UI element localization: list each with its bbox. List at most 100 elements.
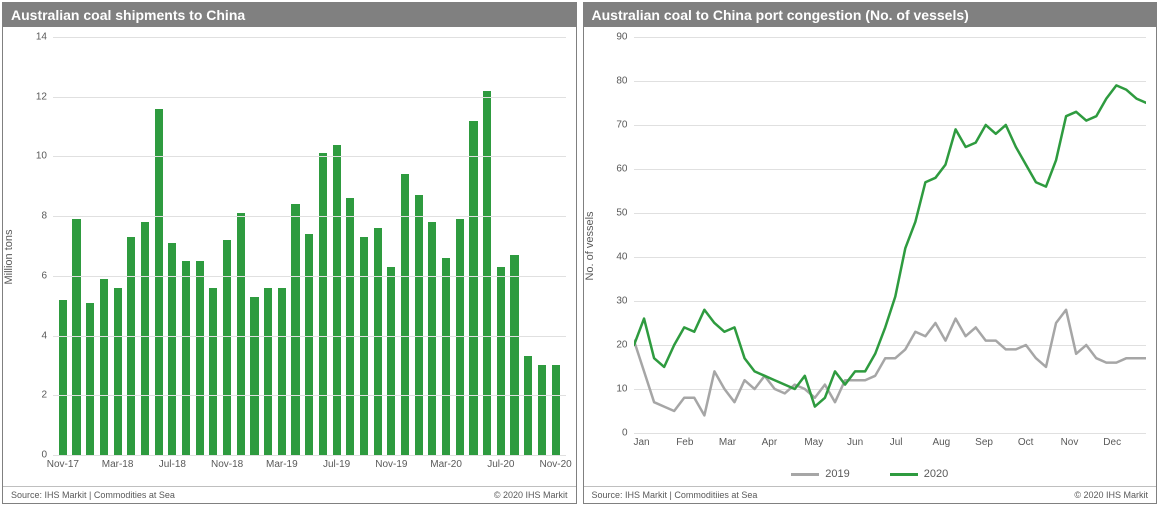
bar [291,204,299,455]
x-tick: Dec [1103,437,1121,448]
x-tick: Oct [1018,437,1034,448]
bar [374,228,382,455]
left-chart-area: Million tons Nov-17 Mar-18 Jul-18 Nov-18 Mar… [3,27,576,486]
legend-swatch-2019 [791,473,819,476]
y-tick: 10 [616,384,627,395]
bar [442,258,450,455]
x-tick: Apr [762,437,778,448]
bar-slot: Mar-19 [276,37,288,455]
legend-label-2019: 2019 [825,468,849,480]
y-tick: 12 [36,91,47,102]
left-y-label: Million tons [3,229,15,284]
right-chart-area: No. of vessels JanFebMarAprMayJunJulAugS… [584,27,1157,464]
left-source: Source: IHS Markit | Commodities at Sea [11,490,175,500]
bar-slot [194,37,206,455]
bar-slot [84,37,96,455]
bar-slot [372,37,384,455]
bar [264,288,272,455]
bar [86,303,94,455]
x-tick: Jul [890,437,903,448]
y-tick: 4 [41,330,47,341]
bar [182,261,190,455]
bar [155,109,163,455]
bar-slot [153,37,165,455]
y-tick: 2 [41,390,47,401]
bar [223,240,231,455]
y-tick: 6 [41,270,47,281]
left-source-row: Source: IHS Markit | Commodities at Sea … [3,486,576,503]
bar [250,297,258,455]
bar-slot [427,37,439,455]
y-tick: 50 [616,208,627,219]
bar-slot: Nov-20 [550,37,562,455]
y-tick: 0 [41,450,47,461]
bar-slot [509,37,521,455]
bar [552,365,560,455]
x-tick: Sep [975,437,993,448]
bar-slot [262,37,274,455]
bar [510,255,518,455]
left-panel: Australian coal shipments to China Milli… [2,2,577,504]
bar [59,300,67,455]
right-panel: Australian coal to China port congestion… [583,2,1158,504]
x-tick: Jul-19 [323,459,350,470]
bar-slot: Nov-17 [57,37,69,455]
bar [209,288,217,455]
left-copyright: © 2020 IHS Markit [494,490,568,500]
left-title: Australian coal shipments to China [3,3,576,27]
x-tick: May [804,437,823,448]
bar [524,356,532,455]
line-svg [634,37,1147,433]
legend-label-2020: 2020 [924,468,948,480]
bar-slot [290,37,302,455]
right-y-label: No. of vessels [584,211,596,280]
legend-item-2019: 2019 [791,468,849,480]
x-tick: Mar [719,437,736,448]
bar-slot: Jul-20 [495,37,507,455]
legend-swatch-2020 [890,473,918,476]
bar-slot [481,37,493,455]
y-tick: 8 [41,211,47,222]
y-tick: 90 [616,32,627,43]
x-tick: Mar-20 [430,459,462,470]
bar-slot [536,37,548,455]
bar-slot: Nov-19 [386,37,398,455]
x-tick: Nov-17 [47,459,79,470]
bar-container: Nov-17Mar-18Jul-18Nov-18Mar-19Jul-19Nov-… [53,37,566,455]
legend-item-2020: 2020 [890,468,948,480]
bar-slot [344,37,356,455]
right-title: Australian coal to China port congestion… [584,3,1157,27]
y-tick: 14 [36,32,47,43]
bar-slot [358,37,370,455]
bar-slot [413,37,425,455]
bar [456,219,464,455]
bar [387,267,395,455]
bar-slot [249,37,261,455]
bar-slot [468,37,480,455]
bar [305,234,313,455]
bar-slot [399,37,411,455]
x-tick: Nov-19 [375,459,407,470]
bar-slot: Nov-18 [221,37,233,455]
x-tick: Nov-18 [211,459,243,470]
bar [415,195,423,455]
bar-slot [125,37,137,455]
x-tick: Nov [1061,437,1079,448]
bar [278,288,286,455]
bar-slot [71,37,83,455]
bar [346,198,354,455]
x-tick: Jan [634,437,650,448]
bar [127,237,135,455]
bar-slot [139,37,151,455]
bar [469,121,477,455]
bar [196,261,204,455]
y-tick: 40 [616,252,627,263]
bar-slot [317,37,329,455]
bar-slot: Mar-18 [112,37,124,455]
bar [360,237,368,455]
x-tick: Jul-18 [159,459,186,470]
x-tick: Mar-19 [266,459,298,470]
bar-slot [522,37,534,455]
bar-slot [235,37,247,455]
x-tick: Nov-20 [539,459,571,470]
